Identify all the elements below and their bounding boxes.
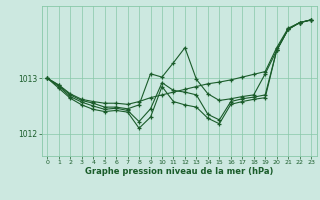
X-axis label: Graphe pression niveau de la mer (hPa): Graphe pression niveau de la mer (hPa) <box>85 167 273 176</box>
